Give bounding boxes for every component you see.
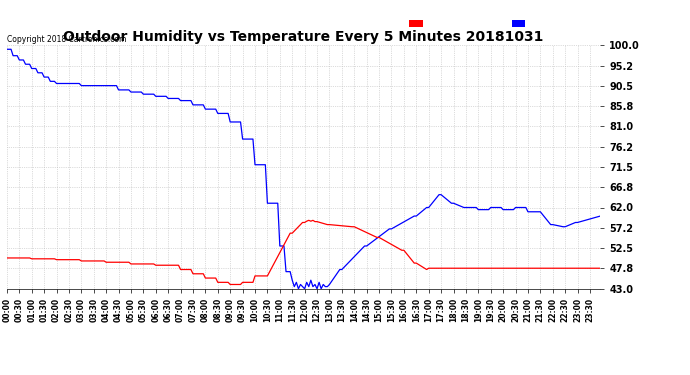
Title: Outdoor Humidity vs Temperature Every 5 Minutes 20181031: Outdoor Humidity vs Temperature Every 5 … [63,30,544,44]
Legend: Temperature (°F), Humidity (%): Temperature (°F), Humidity (%) [408,18,595,30]
Text: Copyright 2018 Cartronics.com: Copyright 2018 Cartronics.com [7,35,126,44]
